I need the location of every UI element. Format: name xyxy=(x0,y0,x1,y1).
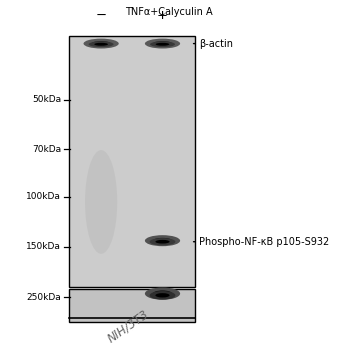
Ellipse shape xyxy=(150,41,175,47)
Ellipse shape xyxy=(156,43,169,46)
Text: NIH/3T3: NIH/3T3 xyxy=(105,307,151,345)
Text: 50kDa: 50kDa xyxy=(32,96,61,104)
Text: 100kDa: 100kDa xyxy=(26,192,61,201)
Ellipse shape xyxy=(85,150,117,254)
Ellipse shape xyxy=(150,238,175,245)
Text: 250kDa: 250kDa xyxy=(27,293,61,302)
Ellipse shape xyxy=(145,38,180,49)
Ellipse shape xyxy=(150,291,175,300)
Ellipse shape xyxy=(94,43,108,46)
Bar xyxy=(69,36,195,287)
Text: −: − xyxy=(96,9,107,22)
Text: +: + xyxy=(157,9,168,22)
Text: Phospho-NF-κB p105-S932: Phospho-NF-κB p105-S932 xyxy=(199,237,329,247)
Ellipse shape xyxy=(155,293,170,298)
Text: 150kDa: 150kDa xyxy=(26,243,61,251)
Ellipse shape xyxy=(153,41,172,46)
Ellipse shape xyxy=(145,287,180,300)
Ellipse shape xyxy=(153,238,172,244)
Ellipse shape xyxy=(83,38,119,49)
Ellipse shape xyxy=(145,235,180,246)
Bar xyxy=(69,289,195,322)
Text: β-actin: β-actin xyxy=(199,38,233,49)
Ellipse shape xyxy=(91,41,111,46)
Ellipse shape xyxy=(155,240,170,244)
Text: TNFα+Calyculin A: TNFα+Calyculin A xyxy=(125,7,213,18)
Text: 70kDa: 70kDa xyxy=(32,145,61,154)
Ellipse shape xyxy=(89,41,114,47)
Ellipse shape xyxy=(153,290,172,297)
